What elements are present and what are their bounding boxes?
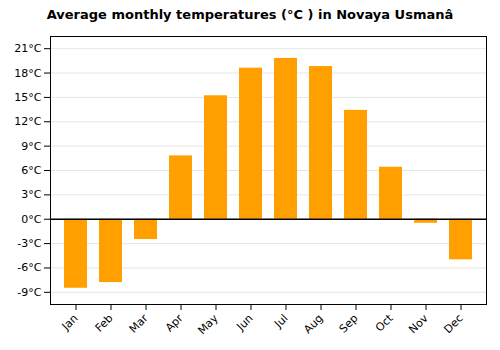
svg-text:6°C: 6°C xyxy=(21,164,41,177)
svg-text:Aug: Aug xyxy=(301,312,325,336)
svg-text:Jul: Jul xyxy=(271,312,290,331)
svg-text:3°C: 3°C xyxy=(21,188,41,201)
svg-text:May: May xyxy=(195,311,221,337)
svg-text:15°C: 15°C xyxy=(14,91,41,104)
svg-text:21°C: 21°C xyxy=(14,42,41,55)
svg-text:-9°C: -9°C xyxy=(17,286,41,299)
svg-text:-6°C: -6°C xyxy=(17,261,41,274)
svg-text:Mar: Mar xyxy=(127,311,151,335)
svg-text:0°C: 0°C xyxy=(21,213,41,226)
svg-text:-3°C: -3°C xyxy=(17,237,41,250)
svg-text:Jan: Jan xyxy=(59,312,81,334)
svg-text:18°C: 18°C xyxy=(14,67,41,80)
svg-text:Apr: Apr xyxy=(163,311,186,334)
svg-text:9°C: 9°C xyxy=(21,140,41,153)
svg-text:Oct: Oct xyxy=(373,311,396,334)
svg-text:Sep: Sep xyxy=(337,312,361,336)
svg-text:Jun: Jun xyxy=(234,312,256,334)
svg-text:Feb: Feb xyxy=(93,312,116,335)
svg-text:12°C: 12°C xyxy=(14,115,41,128)
svg-text:Dec: Dec xyxy=(441,312,465,336)
html-text:Average monthly temperatures (: Average monthly temperatures (°C ) in No… xyxy=(46,7,454,22)
svg-text:Nov: Nov xyxy=(406,311,431,336)
